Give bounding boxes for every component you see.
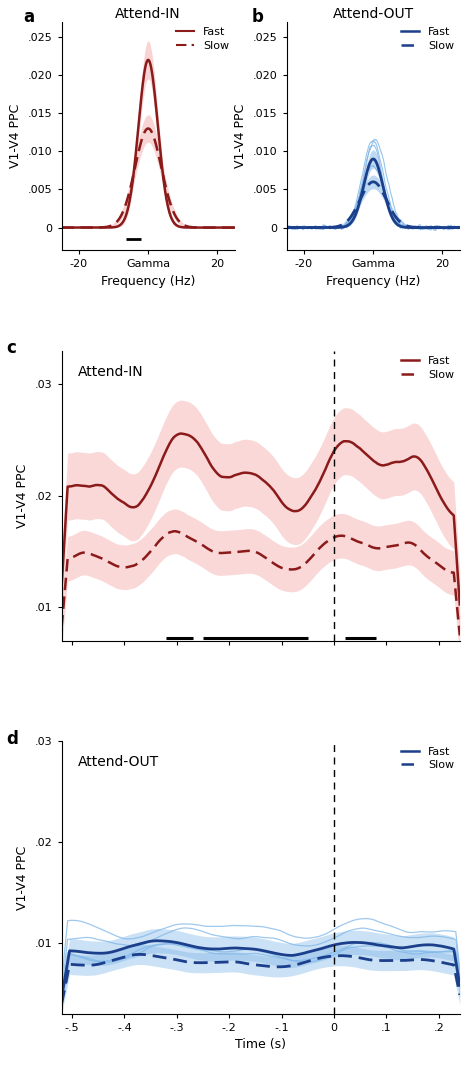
Text: a: a (24, 8, 35, 26)
Legend: Fast, Slow: Fast, Slow (401, 356, 454, 379)
Y-axis label: V1-V4 PPC: V1-V4 PPC (234, 104, 247, 168)
Y-axis label: V1-V4 PPC: V1-V4 PPC (16, 463, 29, 528)
X-axis label: Frequency (Hz): Frequency (Hz) (101, 275, 195, 288)
Legend: Fast, Slow: Fast, Slow (401, 27, 454, 51)
Text: b: b (252, 8, 264, 26)
Title: Attend-OUT: Attend-OUT (333, 7, 414, 21)
Text: d: d (6, 730, 18, 748)
Y-axis label: V1-V4 PPC: V1-V4 PPC (9, 104, 22, 168)
Legend: Fast, Slow: Fast, Slow (401, 747, 454, 770)
Text: Attend-OUT: Attend-OUT (78, 754, 159, 768)
Legend: Fast, Slow: Fast, Slow (176, 27, 229, 51)
Title: Attend-IN: Attend-IN (115, 7, 181, 21)
X-axis label: Frequency (Hz): Frequency (Hz) (326, 275, 420, 288)
X-axis label: Time (s): Time (s) (235, 1039, 286, 1051)
Y-axis label: V1-V4 PPC: V1-V4 PPC (16, 845, 29, 909)
Text: c: c (6, 339, 16, 358)
Text: Attend-IN: Attend-IN (78, 365, 143, 379)
